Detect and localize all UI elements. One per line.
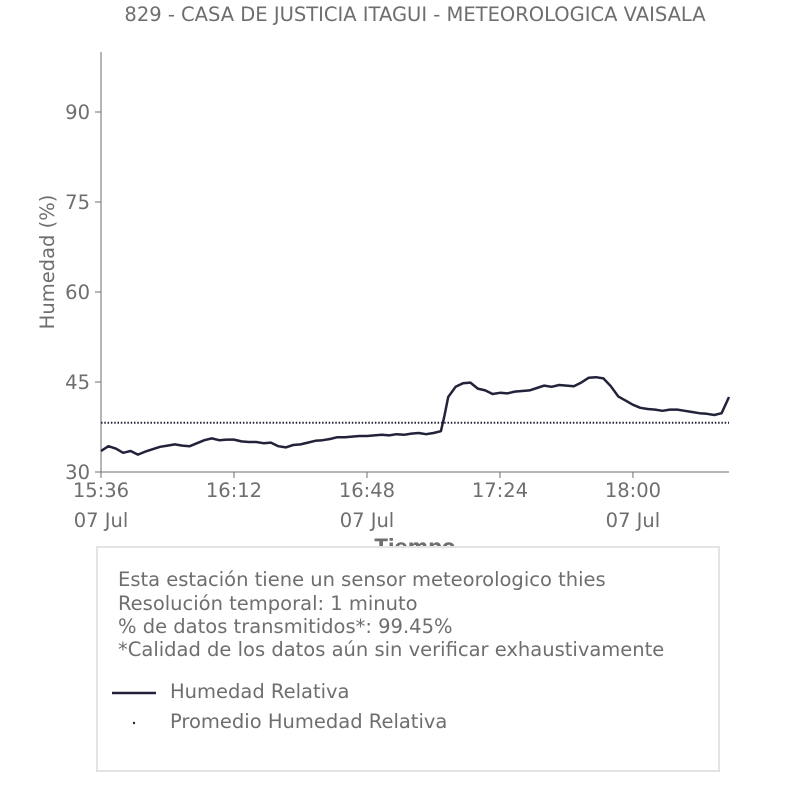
- dotted-line-swatch: [132, 721, 136, 725]
- x-tick-label: 16:48: [339, 479, 395, 502]
- legend-box: Esta estación tiene un sensor meteorolog…: [96, 546, 720, 772]
- y-tick-label: 60: [65, 281, 90, 304]
- y-tick-label: 30: [65, 461, 90, 484]
- x-tick-label: 15:36: [73, 479, 129, 502]
- plot-area: 30 45 60 75 90 15:36 07 Jul 16:12 16:48 07 Jul 17:…: [65, 52, 731, 532]
- note-sensor: Esta estación tiene un sensor meteorolog…: [118, 568, 606, 591]
- x-tick-date-label: 07 Jul: [74, 509, 129, 532]
- chart-title: 829 - CASA DE JUSTICIA ITAGUI - METEOROL…: [124, 3, 706, 26]
- legend-label-humedad: Humedad Relativa: [170, 680, 350, 703]
- solid-line-swatch: [112, 691, 156, 695]
- legend-label-promedio: Promedio Humedad Relativa: [170, 710, 448, 733]
- y-axis-label: Humedad (%): [36, 195, 59, 330]
- x-tick-date-label: 07 Jul: [340, 509, 395, 532]
- x-tick-label: 18:00: [605, 479, 661, 502]
- x-tick-date-label: 07 Jul: [606, 509, 661, 532]
- y-tick-label: 45: [65, 371, 90, 394]
- y-tick-label: 75: [65, 191, 90, 214]
- note-resolution: Resolución temporal: 1 minuto: [118, 592, 418, 615]
- relative-humidity-line: [100, 375, 731, 456]
- x-tick-label: 17:24: [472, 479, 528, 502]
- x-tick-label: 16:12: [206, 479, 262, 502]
- y-tick-label: 90: [65, 101, 90, 124]
- note-transmitted: % de datos transmitidos*: 99.45%: [118, 615, 453, 638]
- note-quality: *Calidad de los datos aún sin verificar …: [118, 638, 665, 661]
